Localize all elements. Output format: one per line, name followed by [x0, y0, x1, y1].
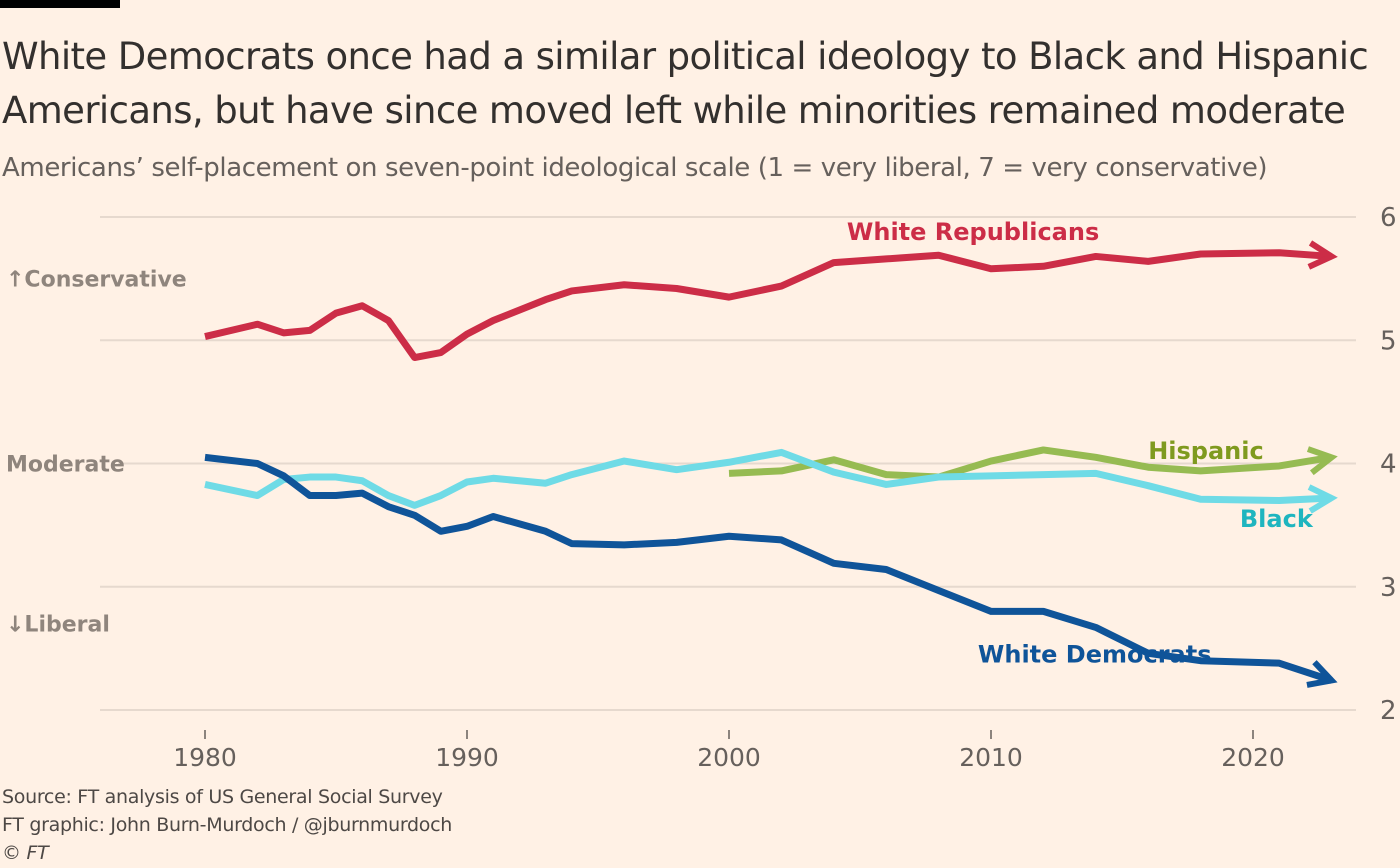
y-tick-label: 4 [1380, 450, 1397, 480]
credit-note: FT graphic: John Burn-Murdoch / @jburnmu… [2, 814, 452, 836]
x-tick-label: 1990 [435, 743, 499, 772]
x-tick-label: 2010 [959, 743, 1023, 772]
series-label-hispanic: Hispanic [1148, 437, 1264, 465]
x-tick-label: 2000 [697, 743, 761, 772]
arrow-icon-black [1307, 484, 1338, 514]
copyright-note: © FT [2, 842, 49, 864]
series-line-white-democrats [204, 453, 1333, 684]
source-note: Source: FT analysis of US General Social… [2, 786, 443, 808]
side-label: ↓Liberal [6, 613, 110, 638]
arrow-icon-white-democrats [1306, 660, 1338, 688]
series-line-black [204, 448, 1332, 509]
x-tick-label: 1980 [173, 743, 237, 772]
side-label: Moderate [6, 453, 125, 478]
series-lines [204, 240, 1338, 688]
y-axis: 2 3 4 5 6 [1380, 203, 1397, 726]
y-tick-label: 2 [1380, 696, 1397, 726]
x-axis: 1980 1990 2000 2010 2020 [173, 730, 1285, 772]
side-label: ↑Conservative [6, 268, 187, 293]
series-line-hispanic [728, 446, 1333, 481]
x-tick-label: 2020 [1221, 743, 1285, 772]
y-tick-label: 5 [1380, 326, 1397, 356]
side-labels: ↑Conservative Moderate ↓Liberal [6, 268, 187, 638]
series-label-black: Black [1240, 505, 1314, 533]
series-line-white-republicans [204, 249, 1332, 362]
y-tick-label: 3 [1380, 573, 1397, 603]
y-tick-label: 6 [1380, 203, 1397, 233]
series-label-white-democrats: White Democrats [978, 641, 1212, 669]
arrow-icon-hispanic [1306, 446, 1338, 476]
chart-title: White Democrats once had a similar polit… [2, 35, 1369, 132]
chart-footer: Source: FT analysis of US General Social… [2, 783, 452, 867]
series-labels: White Republicans Hispanic Black White Demo… [847, 218, 1314, 669]
series-label-white-republicans: White Republicans [847, 218, 1099, 246]
arrow-icon-white-republicans [1307, 240, 1338, 270]
chart-subtitle: Americans’ self-placement on seven-point… [2, 153, 1268, 183]
ft-brand-bar [0, 0, 120, 8]
